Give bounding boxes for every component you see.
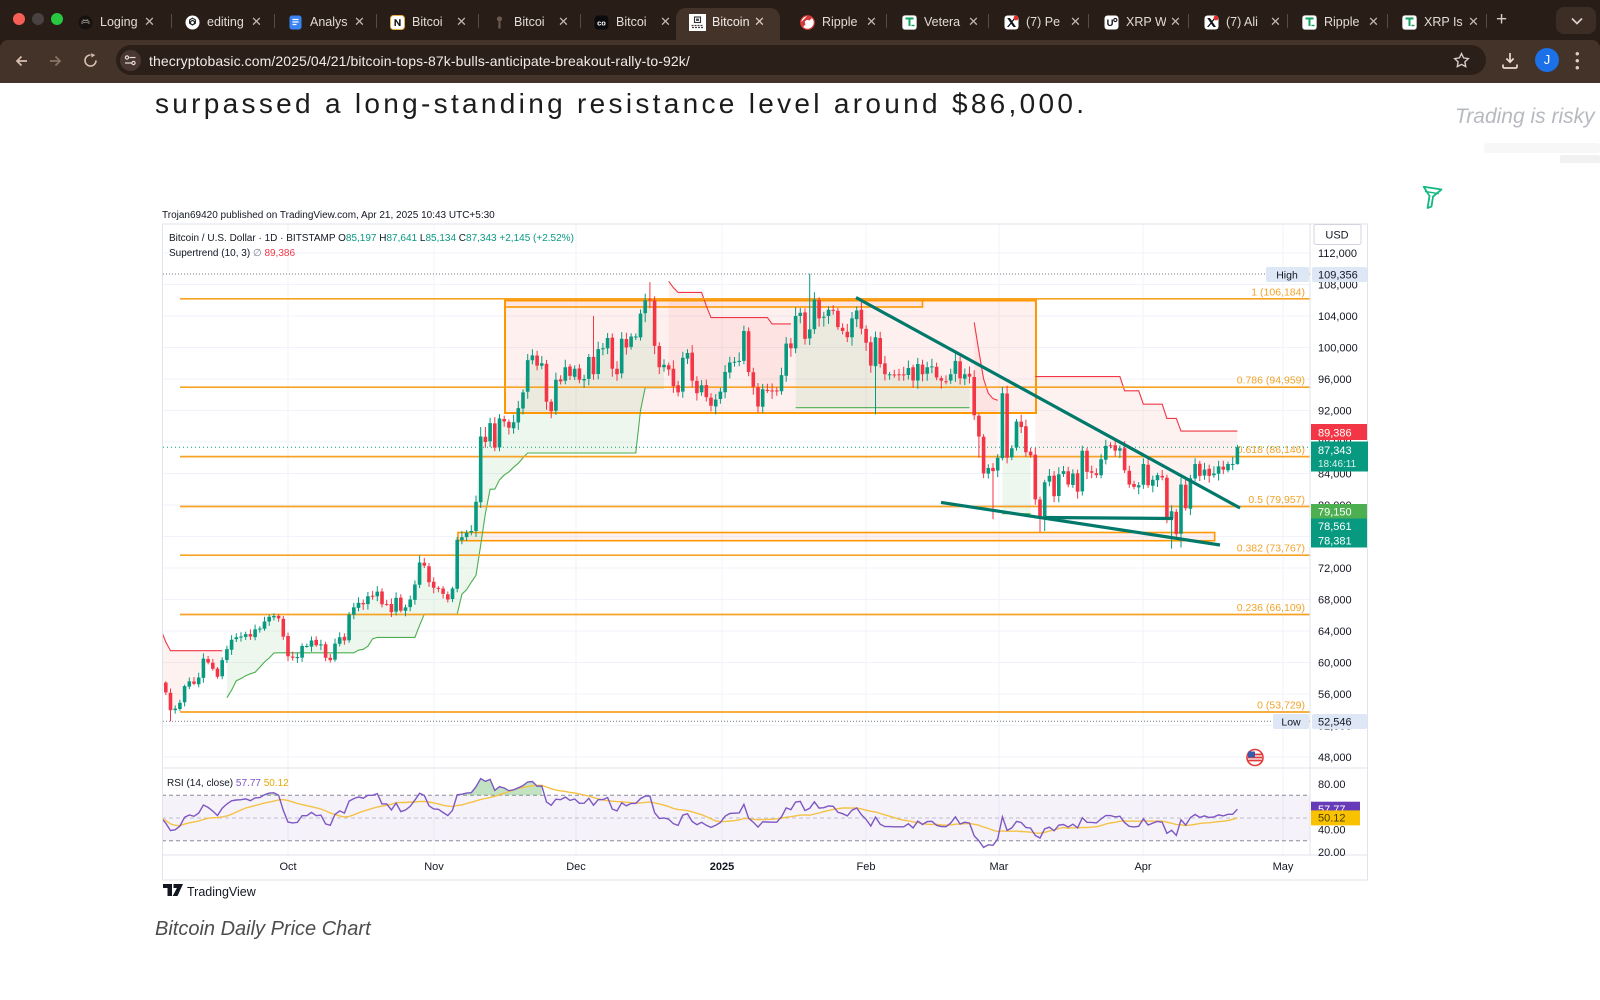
svg-text:High: High (1276, 269, 1298, 281)
svg-text:Apr: Apr (1134, 861, 1151, 873)
svg-text:80.00: 80.00 (1318, 779, 1346, 791)
svg-text:48,000: 48,000 (1318, 752, 1352, 764)
svg-text:0.236 (66,109): 0.236 (66,109) (1237, 602, 1305, 614)
svg-text:78,561: 78,561 (1318, 521, 1352, 533)
svg-text:Feb: Feb (857, 861, 876, 873)
svg-text:Supertrend (10, 3) ∅ 89,386: Supertrend (10, 3) ∅ 89,386 (169, 248, 295, 259)
svg-text:Bitcoin / U.S. Dollar · 1D · B: Bitcoin / U.S. Dollar · 1D · BITSTAMP O8… (169, 233, 574, 244)
svg-text:RSI (14, close) 57.77 50.12: RSI (14, close) 57.77 50.12 (167, 778, 289, 789)
svg-text:72,000: 72,000 (1318, 563, 1352, 575)
svg-text:2025: 2025 (710, 861, 734, 873)
svg-text:50.12: 50.12 (1318, 813, 1346, 825)
svg-text:64,000: 64,000 (1318, 626, 1352, 638)
svg-text:USD: USD (1325, 230, 1348, 242)
svg-text:0.618 (86,146): 0.618 (86,146) (1237, 444, 1305, 456)
svg-text:co: co (597, 19, 606, 28)
svg-text:100,000: 100,000 (1318, 343, 1358, 355)
svg-text:40.00: 40.00 (1318, 824, 1346, 836)
svg-text:60,000: 60,000 (1318, 658, 1352, 670)
svg-text:104,000: 104,000 (1318, 311, 1358, 323)
svg-text:68,000: 68,000 (1318, 595, 1352, 607)
svg-text:109,356: 109,356 (1318, 269, 1358, 281)
svg-text:Mar: Mar (990, 861, 1009, 873)
svg-text:Nov: Nov (424, 861, 444, 873)
svg-text:May: May (1273, 861, 1294, 873)
svg-text:0.5 (79,957): 0.5 (79,957) (1248, 494, 1305, 506)
svg-text:52,546: 52,546 (1318, 716, 1352, 728)
svg-text:78,381: 78,381 (1318, 535, 1352, 547)
svg-text:0 (53,729): 0 (53,729) (1257, 700, 1305, 712)
svg-text:79,150: 79,150 (1318, 506, 1352, 518)
svg-text:0.786 (94,959): 0.786 (94,959) (1237, 375, 1305, 387)
svg-text:96,000: 96,000 (1318, 374, 1352, 386)
svg-text:56,000: 56,000 (1318, 689, 1352, 701)
svg-text:Trojan69420 published on Tradi: Trojan69420 published on TradingView.com… (162, 210, 495, 221)
svg-text:Low: Low (1281, 716, 1301, 728)
svg-text:18:46:11: 18:46:11 (1318, 459, 1357, 470)
svg-text:Oct: Oct (279, 861, 296, 873)
svg-text:1 (106,184): 1 (106,184) (1251, 286, 1305, 298)
svg-text:89,386: 89,386 (1318, 427, 1352, 439)
svg-text:TradingView: TradingView (187, 885, 257, 899)
svg-text:Dec: Dec (566, 861, 586, 873)
svg-text:92,000: 92,000 (1318, 406, 1352, 418)
svg-text:0.382 (73,767): 0.382 (73,767) (1237, 543, 1305, 555)
svg-text:87,343: 87,343 (1318, 445, 1352, 457)
svg-text:20.00: 20.00 (1318, 847, 1346, 859)
svg-text:U: U (1107, 18, 1114, 29)
svg-text:108,000: 108,000 (1318, 280, 1358, 292)
svg-text:112,000: 112,000 (1318, 248, 1357, 260)
